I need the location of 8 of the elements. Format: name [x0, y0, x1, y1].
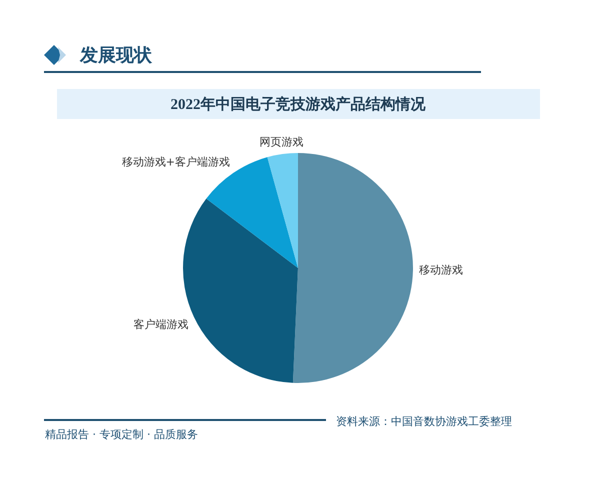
text: 资料来源：中国音数协游戏工委整理: [336, 414, 512, 429]
chart-subtitle: 发展现状: [80, 44, 152, 67]
text: 精品报告 · 专项定制 · 品质服务: [45, 427, 198, 442]
slice-label: 网页游戏: [260, 135, 304, 148]
chart-title: 2022年中国电子竞技游戏产品结构情况: [170, 95, 426, 114]
slice-label: 客户端游戏: [134, 318, 189, 331]
slice-label: 移动游戏+客户端游戏: [122, 155, 230, 168]
slice-label: 移动游戏: [418, 264, 463, 277]
